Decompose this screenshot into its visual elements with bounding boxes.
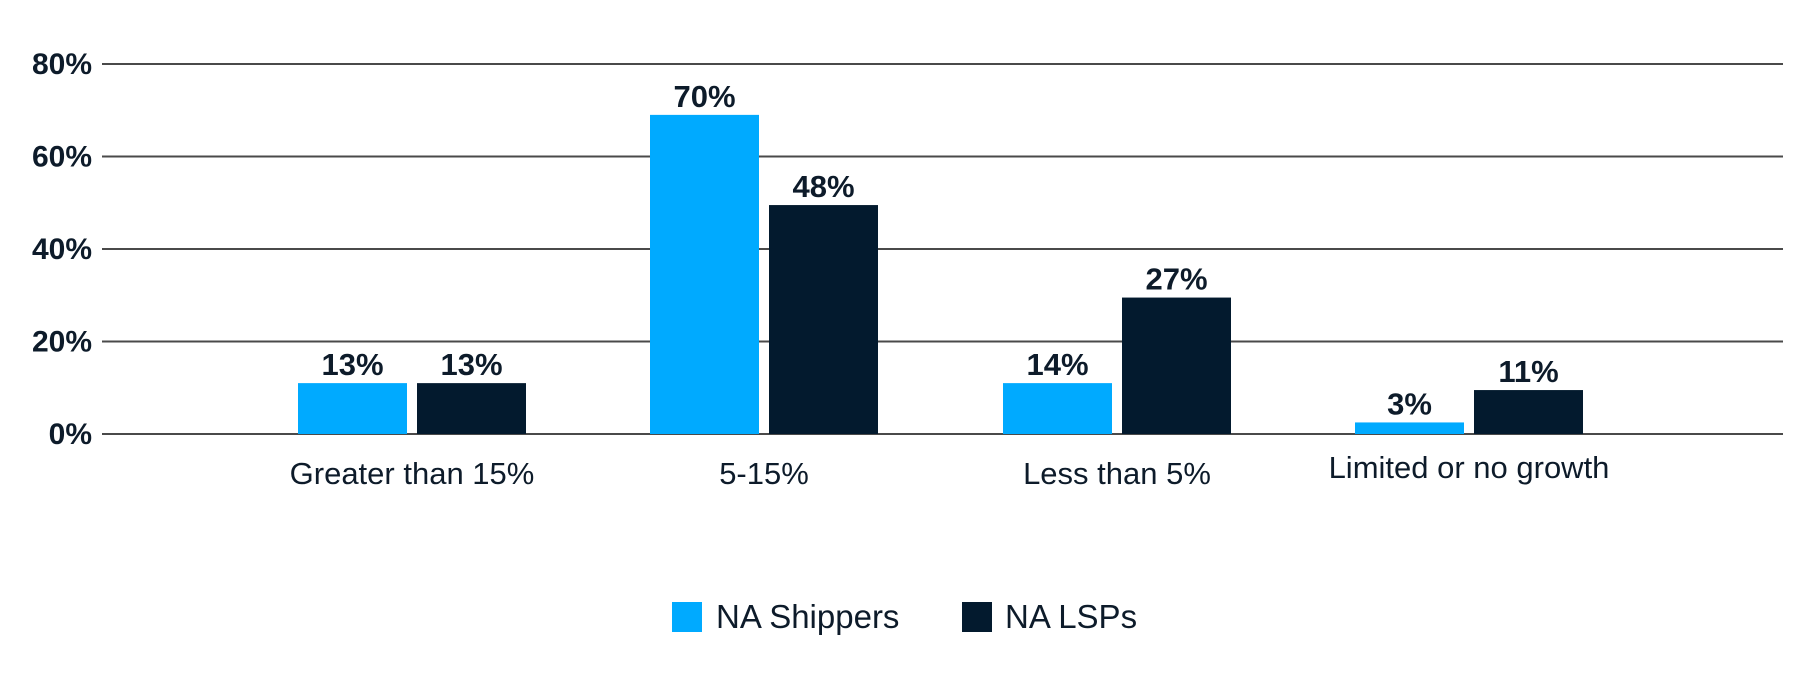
y-tick-label: 40% xyxy=(32,233,92,266)
legend: NA Shippers NA LSPs xyxy=(672,598,1137,635)
bar-lsps xyxy=(769,205,878,434)
bar-shippers xyxy=(650,114,759,434)
legend-swatch-shippers xyxy=(672,602,702,632)
y-tick-label: 20% xyxy=(32,326,92,359)
x-axis-categories: Greater than 15% 5-15% Less than 5% Limited… xyxy=(290,450,1610,491)
data-labels: 13% 13% 70% 48% 14% 27% 3% 11% xyxy=(321,79,1558,422)
y-tick-label: 60% xyxy=(32,141,92,174)
category-label: Greater than 15% xyxy=(290,456,535,491)
bar-shippers xyxy=(298,383,407,434)
data-label: 14% xyxy=(1026,347,1088,382)
legend-label-lsps: NA LSPs xyxy=(1005,598,1137,635)
legend-label-shippers: NA Shippers xyxy=(716,598,899,635)
bar-lsps xyxy=(1474,390,1583,434)
y-tick-label: 0% xyxy=(49,418,92,451)
bar-lsps xyxy=(1122,297,1231,434)
data-label: 27% xyxy=(1145,262,1207,297)
category-label: 5-15% xyxy=(719,456,809,491)
data-label: 13% xyxy=(440,347,502,382)
bar-shippers xyxy=(1355,422,1464,434)
y-tick-label: 80% xyxy=(32,48,92,81)
data-label: 48% xyxy=(792,169,854,204)
data-label: 13% xyxy=(321,347,383,382)
data-label: 11% xyxy=(1498,354,1558,389)
category-label: Limited or no growth xyxy=(1329,450,1610,485)
category-label: Less than 5% xyxy=(1023,456,1211,491)
bar-shippers xyxy=(1003,383,1112,434)
data-label: 3% xyxy=(1387,386,1432,421)
bar-lsps xyxy=(417,383,526,434)
y-axis-ticks: 0% 20% 40% 60% 80% xyxy=(32,48,92,451)
bars xyxy=(298,114,1583,434)
data-label: 70% xyxy=(673,79,735,114)
legend-swatch-lsps xyxy=(962,602,992,632)
